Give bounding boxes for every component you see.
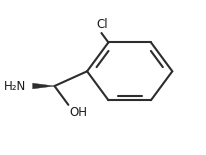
Text: Cl: Cl [97, 18, 108, 31]
Polygon shape [33, 83, 54, 89]
Text: OH: OH [69, 106, 87, 119]
Text: H₂N: H₂N [4, 80, 26, 93]
